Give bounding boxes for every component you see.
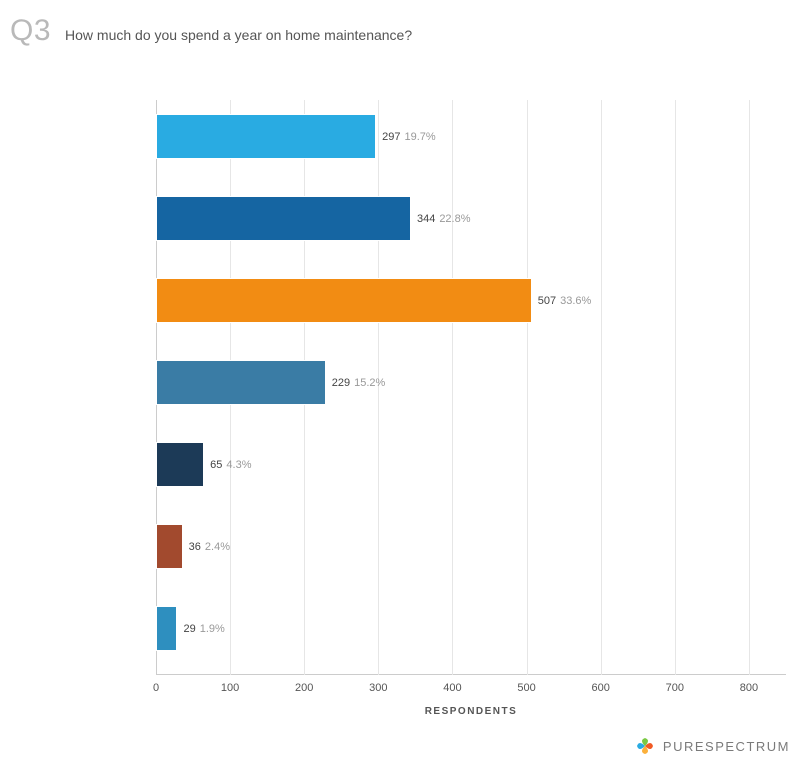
bar — [156, 196, 411, 241]
bar-value-label: 654.3% — [210, 459, 251, 471]
bar-value-label: 291.9% — [183, 623, 224, 635]
x-tick-label: 800 — [740, 682, 758, 694]
brand-logo: PURESPECTRUM — [633, 734, 790, 758]
bar-chart: RESPONDENTS 0100200300400500600700800Bel… — [156, 100, 786, 675]
gridline — [675, 100, 676, 675]
bar-value-label: 50733.6% — [538, 295, 592, 307]
gridline — [452, 100, 453, 675]
question-text: How much do you spend a year on home mai… — [65, 27, 412, 43]
x-tick-label: 200 — [295, 682, 313, 694]
x-tick-label: 300 — [369, 682, 387, 694]
gridline — [601, 100, 602, 675]
bar-value-label: 362.4% — [189, 541, 230, 553]
x-tick-label: 100 — [221, 682, 239, 694]
brand-name: PURESPECTRUM — [663, 739, 790, 754]
bar-row: $10,001 to $20,000654.3% — [156, 442, 252, 487]
x-tick-label: 600 — [592, 682, 610, 694]
x-tick-label: 700 — [666, 682, 684, 694]
bar-value-label: 22915.2% — [332, 377, 386, 389]
x-axis-line — [156, 674, 786, 675]
bar — [156, 114, 376, 159]
bar-row: Below $50029719.7% — [156, 114, 436, 159]
x-tick-label: 0 — [153, 682, 159, 694]
bar — [156, 606, 177, 651]
bar-value-label: 29719.7% — [382, 131, 436, 143]
purespectrum-icon — [633, 734, 657, 758]
gridline — [749, 100, 750, 675]
bar-row: $1,001 to $5,00050733.6% — [156, 278, 591, 323]
bar-row: Over $50,000291.9% — [156, 606, 225, 651]
x-tick-label: 400 — [443, 682, 461, 694]
bar — [156, 278, 532, 323]
gridline — [527, 100, 528, 675]
bar — [156, 360, 326, 405]
question-header: Q3 How much do you spend a year on home … — [0, 0, 804, 48]
question-number: Q3 — [10, 14, 51, 48]
bar-value-label: 34422.8% — [417, 213, 471, 225]
bar-row: $20,001 to $50,000362.4% — [156, 524, 230, 569]
bar-row: $5,001 to $10,00022915.2% — [156, 360, 385, 405]
bar — [156, 442, 204, 487]
bar — [156, 524, 183, 569]
bar-row: $500 to $1,00034422.8% — [156, 196, 471, 241]
x-tick-label: 500 — [517, 682, 535, 694]
x-axis-title: RESPONDENTS — [425, 706, 518, 717]
